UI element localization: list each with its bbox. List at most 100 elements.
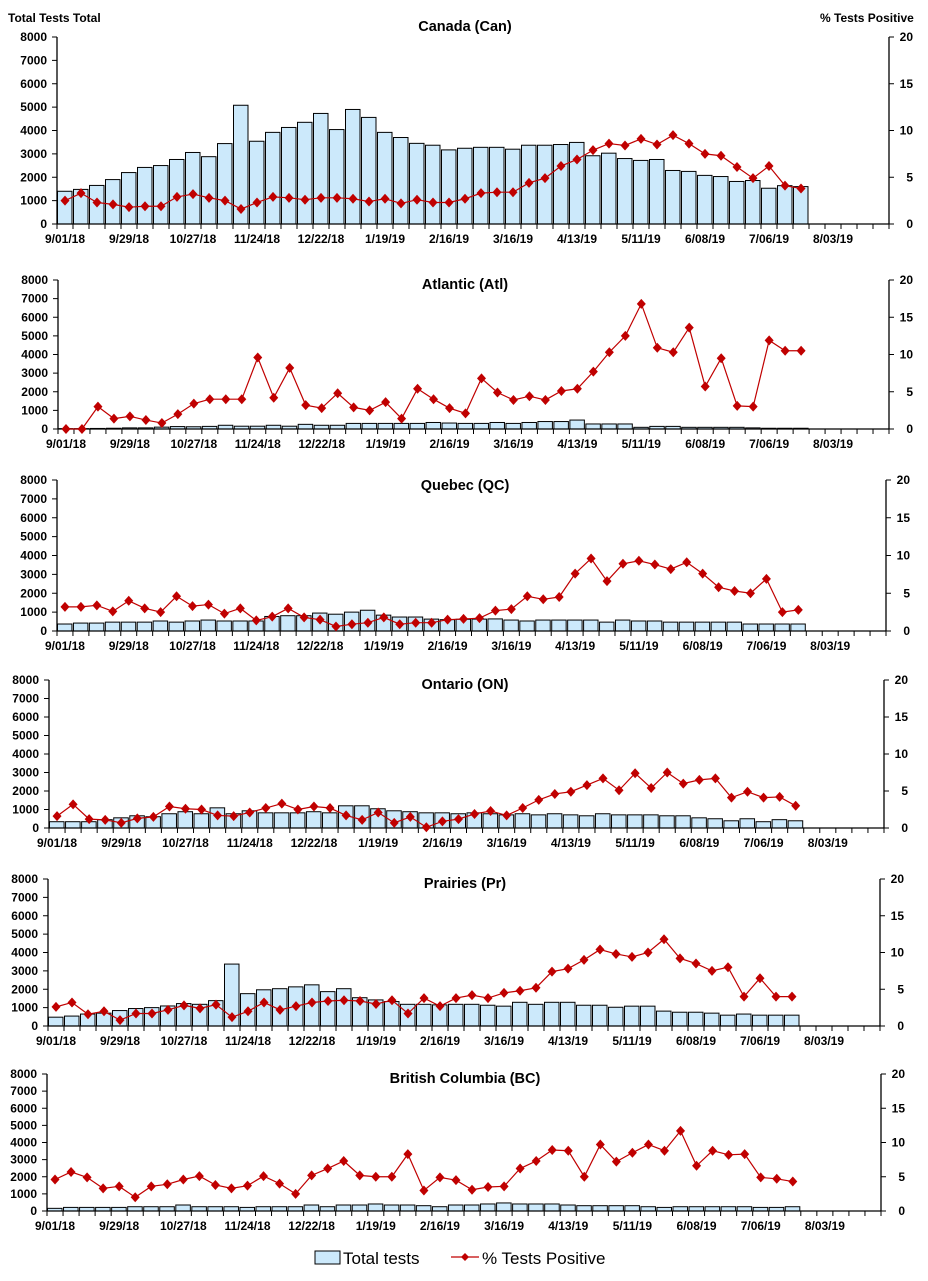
marker-pct-positive xyxy=(242,1180,252,1191)
x-tick-label: 10/27/18 xyxy=(160,1219,207,1233)
marker-pct-positive xyxy=(331,621,341,632)
x-tick-label: 8/03/19 xyxy=(804,1034,844,1048)
marker-pct-positive xyxy=(554,592,564,603)
marker-pct-positive xyxy=(293,804,303,815)
bar-total-tests xyxy=(136,621,153,632)
bar-total-tests xyxy=(345,108,361,225)
marker-pct-positive xyxy=(723,962,733,973)
right-y-tick-label: 10 xyxy=(891,946,905,960)
marker-pct-positive xyxy=(77,424,87,434)
marker-pct-positive xyxy=(355,996,365,1007)
bar-total-tests xyxy=(297,121,313,225)
x-tick-label: 2/16/19 xyxy=(429,232,469,246)
marker-pct-positive xyxy=(755,973,765,984)
bar-total-tests xyxy=(553,421,569,430)
marker-pct-positive xyxy=(582,780,592,791)
bar-total-tests xyxy=(305,811,322,829)
bar-total-tests xyxy=(216,620,232,632)
bar-total-tests xyxy=(399,1204,416,1212)
marker-pct-positive xyxy=(205,394,215,405)
marker-pct-positive xyxy=(364,196,374,207)
bar-total-tests xyxy=(576,1004,592,1027)
right-y-tick-label: 10 xyxy=(897,549,911,563)
left-y-tick-label: 2000 xyxy=(10,1170,37,1184)
right-y-tick-label: 0 xyxy=(897,1019,904,1033)
x-tick-label: 7/06/19 xyxy=(749,232,789,246)
marker-pct-positive xyxy=(130,1192,140,1203)
marker-pct-positive xyxy=(443,614,453,625)
marker-pct-positive xyxy=(630,768,640,779)
x-tick-label: 11/24/18 xyxy=(225,1034,271,1048)
bar-total-tests xyxy=(681,170,697,225)
marker-pct-positive xyxy=(429,394,439,405)
marker-pct-positive xyxy=(397,413,407,424)
marker-pct-positive xyxy=(740,1149,750,1160)
marker-pct-positive xyxy=(659,1145,669,1156)
left-y-tick-label: 6000 xyxy=(21,310,48,324)
right-y-tick-label: 20 xyxy=(891,872,905,886)
left-y-tick-label: 7000 xyxy=(20,492,47,506)
bar-total-tests xyxy=(49,821,65,829)
marker-pct-positive xyxy=(188,189,198,200)
marker-pct-positive xyxy=(524,177,534,188)
x-tick-label: 7/06/19 xyxy=(741,1219,781,1233)
bar-total-tests xyxy=(704,1012,720,1027)
marker-pct-positive xyxy=(643,1139,653,1150)
bar-total-tests xyxy=(457,147,473,225)
bar-total-tests xyxy=(720,1014,736,1027)
marker-pct-positive xyxy=(403,1149,413,1160)
bar-total-tests xyxy=(707,818,723,829)
marker-pct-positive xyxy=(522,591,532,602)
left-y-tick-label: 4000 xyxy=(21,348,48,362)
marker-pct-positive xyxy=(668,130,678,141)
bar-total-tests xyxy=(280,615,296,632)
marker-pct-positive xyxy=(163,1004,173,1015)
bar-total-tests xyxy=(583,619,599,632)
x-tick-label: 6/08/19 xyxy=(676,1034,716,1048)
marker-pct-positive xyxy=(68,799,78,810)
marker-pct-positive xyxy=(173,409,183,420)
bar-total-tests xyxy=(496,1005,512,1027)
marker-pct-positive xyxy=(732,400,742,411)
marker-pct-positive xyxy=(710,773,720,784)
marker-pct-positive xyxy=(261,803,271,814)
marker-pct-positive xyxy=(796,345,806,356)
marker-pct-positive xyxy=(419,1185,429,1196)
bar-total-tests xyxy=(752,1014,768,1027)
marker-pct-positive xyxy=(614,785,624,796)
marker-pct-positive xyxy=(197,804,207,815)
marker-pct-positive xyxy=(659,934,669,945)
marker-pct-positive xyxy=(579,954,589,965)
marker-pct-positive xyxy=(588,145,598,156)
marker-pct-positive xyxy=(586,553,596,564)
marker-pct-positive xyxy=(716,353,726,364)
marker-pct-positive xyxy=(188,601,198,612)
bar-total-tests xyxy=(137,166,153,225)
marker-pct-positive xyxy=(508,187,518,198)
left-y-tick-label: 0 xyxy=(40,217,47,231)
marker-pct-positive xyxy=(162,1179,172,1190)
right-y-tick-label: 0 xyxy=(901,821,908,835)
marker-pct-positive xyxy=(515,985,525,996)
marker-pct-positive xyxy=(213,810,223,821)
x-tick-label: 10/27/18 xyxy=(170,232,217,246)
bar-total-tests xyxy=(265,131,281,225)
left-y-tick-label: 2000 xyxy=(20,586,47,600)
bar-total-tests xyxy=(569,419,585,430)
marker-pct-positive xyxy=(355,1170,365,1181)
right-y-tick-label: 20 xyxy=(897,473,911,487)
marker-pct-positive xyxy=(684,322,694,333)
marker-pct-positive xyxy=(572,383,582,394)
bar-total-tests xyxy=(321,812,338,829)
x-tick-label: 12/22/18 xyxy=(298,437,345,451)
right-y-tick-label: 15 xyxy=(900,77,914,91)
right-y-tick-label: 20 xyxy=(900,30,914,44)
bar-total-tests xyxy=(640,1005,656,1027)
bar-total-tests xyxy=(121,172,137,225)
left-y-tick-label: 0 xyxy=(30,1204,37,1218)
x-tick-label: 1/19/19 xyxy=(356,1034,396,1048)
bar-total-tests xyxy=(193,813,210,829)
marker-pct-positive xyxy=(51,1001,61,1012)
left-y-tick-label: 3000 xyxy=(12,766,39,780)
left-y-tick-label: 4000 xyxy=(10,1136,37,1150)
